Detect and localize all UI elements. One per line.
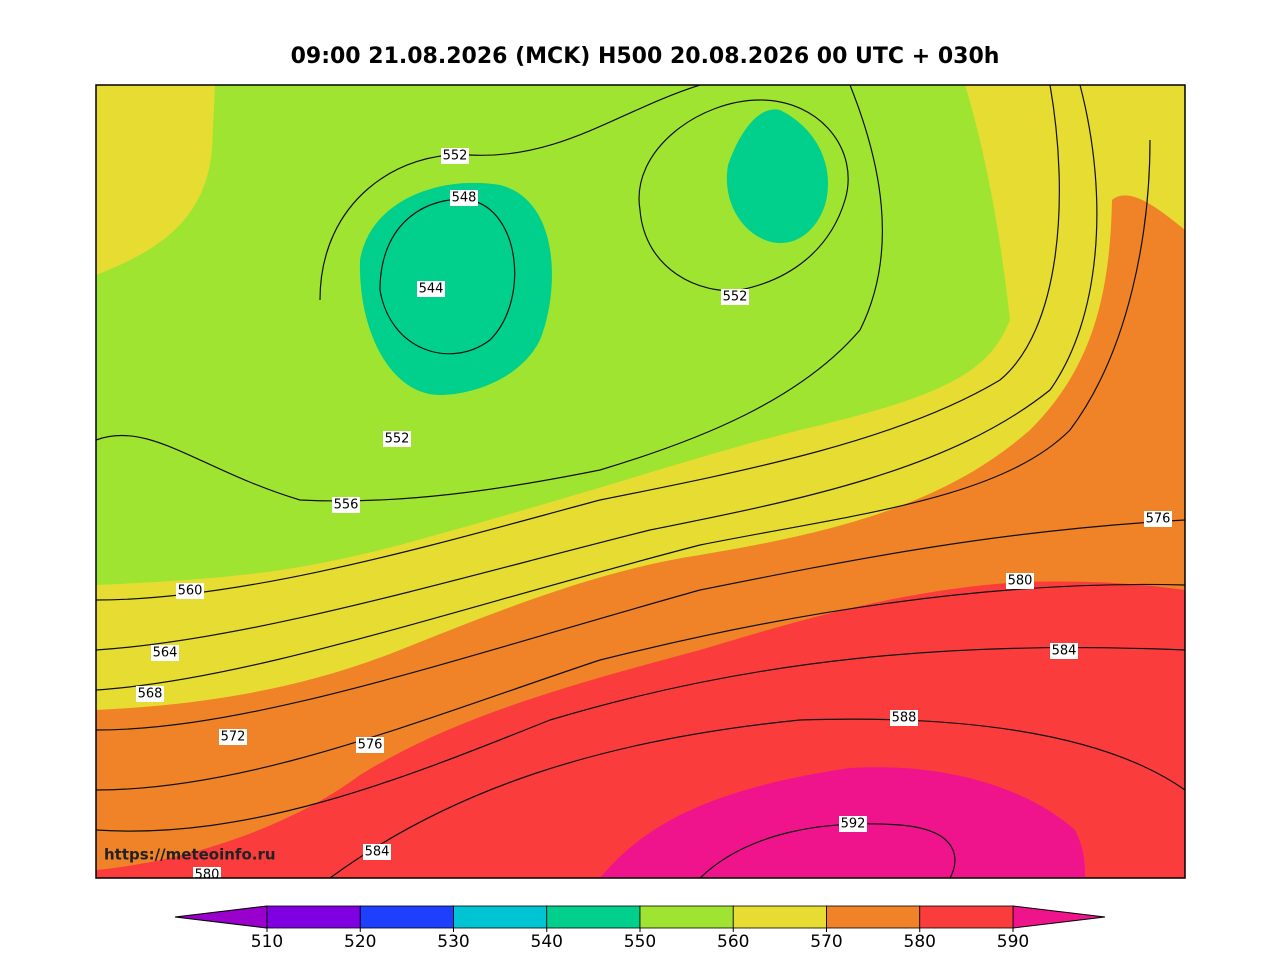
contour-label-bg [890, 710, 918, 726]
title: 09:00 21.08.2026 (MCK) H500 20.08.2026 0… [291, 44, 1000, 69]
contour-line [329, 718, 1185, 878]
contour-line [96, 646, 1185, 832]
contour-label: 584 [1052, 644, 1077, 659]
colorbar-segment [266, 905, 361, 929]
contour-label-bg [332, 497, 360, 513]
contour-line [638, 99, 849, 292]
colorbar-under [174, 905, 268, 929]
colorbar-tick-label: 590 [997, 932, 1029, 952]
colorbar: 510 520 530 540 550 560 570 580 590 [174, 905, 1106, 952]
contour-label: 560 [178, 584, 203, 599]
colorbar-segment [453, 905, 548, 929]
contour-label: 572 [221, 730, 246, 745]
contour-label-bg [721, 289, 749, 305]
colorbar-segment [639, 905, 734, 929]
contour-line [96, 85, 1060, 601]
contour-label-bg [219, 729, 247, 745]
colorbar-segment [359, 905, 454, 929]
contour-label: 592 [841, 817, 866, 832]
contour-line [96, 583, 1185, 791]
colorbar-tick-label: 580 [904, 932, 936, 952]
contour-label: 584 [365, 845, 390, 860]
map-frame [95, 84, 1186, 879]
contour-label: 552 [385, 432, 410, 447]
watermark: https://meteoinfo.ru [104, 846, 276, 864]
contour-label-bg [176, 583, 204, 599]
contour-label-bg [450, 190, 478, 206]
colorbar-tick-label: 540 [531, 932, 563, 952]
band-540-550 [726, 109, 828, 244]
contour-label: 548 [452, 191, 477, 206]
contour-line [96, 519, 1185, 731]
contour-label-bg [363, 844, 391, 860]
contour-label: 576 [358, 738, 383, 753]
contour-label: 588 [892, 711, 917, 726]
colorbar-segment [732, 905, 827, 929]
colorbar-segment [826, 905, 921, 929]
contour-label-bg [417, 281, 445, 297]
contour-label-bg [1144, 511, 1172, 527]
contour-label-bg [151, 645, 179, 661]
contour-label: 556 [334, 498, 359, 513]
contour-label-bg [1050, 643, 1078, 659]
contour-line [96, 85, 883, 502]
colorbar-segment [919, 905, 1014, 929]
colorbar-over [1012, 905, 1106, 929]
contour-label-bg [839, 816, 867, 832]
contour-label-bg [441, 148, 469, 164]
contour-label: 568 [138, 687, 163, 702]
colorbar-tick-label: 570 [810, 932, 842, 952]
contour-line [96, 85, 1098, 651]
contour-label: 580 [1008, 574, 1033, 589]
map: 552 548 544 552 552 556 560 564 568 572 576 576 580 5… [96, 85, 1185, 883]
contour-label-bg [383, 431, 411, 447]
band-540-550 [359, 182, 552, 395]
contour-line [699, 823, 956, 878]
colorbar-tick-label: 510 [251, 932, 283, 952]
colorbar-tick-label: 560 [717, 932, 749, 952]
contour-label: 576 [1146, 512, 1171, 527]
contour-line [319, 85, 701, 301]
colorbar-tick-label: 550 [624, 932, 656, 952]
contour-label-bg [193, 867, 221, 878]
contour-line [96, 139, 1151, 691]
contour-label-bg [136, 686, 164, 702]
colorbar-tick-label: 530 [437, 932, 469, 952]
contour-label: 552 [443, 149, 468, 164]
colorbar-tick-label: 520 [344, 932, 376, 952]
contour-label: 564 [153, 646, 178, 661]
contour-label-bg [356, 737, 384, 753]
contour-line [379, 198, 516, 355]
colorbar-segment [546, 905, 641, 929]
contour-label: 544 [419, 282, 444, 297]
contour-label: 580 [195, 868, 220, 883]
contour-label-bg [1006, 573, 1034, 589]
contour-label: 552 [723, 290, 748, 305]
